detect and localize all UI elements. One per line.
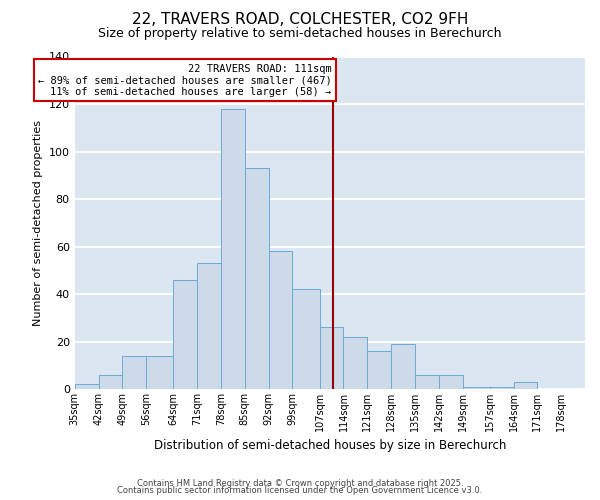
Text: 22, TRAVERS ROAD, COLCHESTER, CO2 9FH: 22, TRAVERS ROAD, COLCHESTER, CO2 9FH bbox=[132, 12, 468, 28]
Bar bbox=[197, 263, 221, 389]
Bar bbox=[343, 337, 367, 389]
Bar bbox=[74, 384, 98, 389]
Bar bbox=[173, 280, 197, 389]
Bar bbox=[439, 375, 463, 389]
Bar bbox=[463, 386, 490, 389]
Bar bbox=[245, 168, 269, 389]
Text: Contains public sector information licensed under the Open Government Licence v3: Contains public sector information licen… bbox=[118, 486, 482, 495]
Bar bbox=[367, 351, 391, 389]
X-axis label: Distribution of semi-detached houses by size in Berechurch: Distribution of semi-detached houses by … bbox=[154, 440, 506, 452]
Bar bbox=[415, 375, 439, 389]
Bar bbox=[320, 328, 343, 389]
Bar bbox=[146, 356, 173, 389]
Bar bbox=[391, 344, 415, 389]
Bar bbox=[221, 109, 245, 389]
Y-axis label: Number of semi-detached properties: Number of semi-detached properties bbox=[33, 120, 43, 326]
Text: Size of property relative to semi-detached houses in Berechurch: Size of property relative to semi-detach… bbox=[98, 28, 502, 40]
Bar bbox=[490, 386, 514, 389]
Text: 22 TRAVERS ROAD: 111sqm
← 89% of semi-detached houses are smaller (467)
11% of s: 22 TRAVERS ROAD: 111sqm ← 89% of semi-de… bbox=[38, 64, 332, 97]
Bar bbox=[514, 382, 538, 389]
Bar bbox=[98, 375, 122, 389]
Bar bbox=[122, 356, 146, 389]
Bar bbox=[292, 290, 320, 389]
Text: Contains HM Land Registry data © Crown copyright and database right 2025.: Contains HM Land Registry data © Crown c… bbox=[137, 478, 463, 488]
Bar bbox=[269, 252, 292, 389]
